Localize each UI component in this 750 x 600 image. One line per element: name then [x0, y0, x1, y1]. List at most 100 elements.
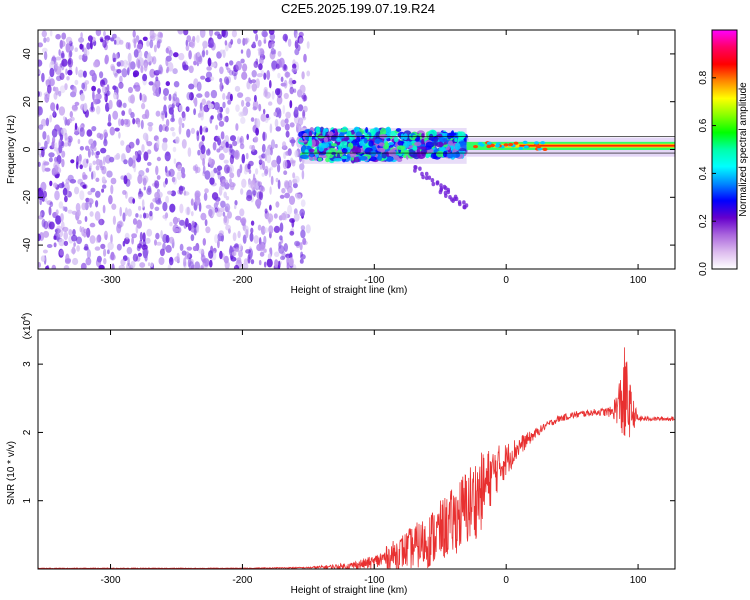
line-core — [519, 144, 675, 147]
noise-blob — [299, 37, 303, 45]
noise-blob — [127, 208, 132, 217]
noise-blob — [38, 146, 41, 156]
noise-blob — [67, 174, 74, 182]
noise-blob — [168, 107, 174, 115]
noise-blob — [178, 117, 183, 126]
noise-blob — [142, 36, 148, 41]
noise-blob — [263, 36, 267, 44]
noise-blob — [162, 137, 168, 143]
signal-blob — [416, 151, 426, 160]
signal-tail-blob — [424, 175, 429, 181]
noise-blob — [261, 153, 266, 159]
noise-blob — [282, 33, 288, 42]
noise-blob — [181, 172, 186, 179]
noise-blob — [192, 165, 197, 172]
line-blob — [536, 145, 542, 149]
noise-blob — [112, 215, 116, 225]
noise-blob — [262, 160, 265, 171]
noise-blob — [145, 167, 150, 173]
noise-blob — [165, 119, 170, 127]
noise-blob — [126, 246, 133, 255]
noise-blob — [234, 200, 238, 206]
p1-ytick-label: 20 — [22, 96, 33, 108]
noise-blob — [58, 183, 65, 189]
noise-blob — [155, 232, 160, 240]
noise-blob — [64, 195, 68, 203]
noise-blob — [65, 43, 71, 53]
noise-blob — [122, 255, 128, 262]
noise-blob — [154, 180, 160, 189]
noise-blob — [219, 207, 225, 213]
noise-blob — [49, 114, 52, 123]
noise-blob — [79, 190, 85, 201]
noise-blob — [38, 161, 41, 167]
noise-blob — [173, 158, 177, 165]
noise-blob — [111, 203, 117, 210]
noise-blob — [137, 59, 141, 69]
noise-blob — [45, 117, 50, 127]
noise-blob — [278, 57, 285, 68]
signal-tail-blob — [413, 168, 417, 173]
noise-blob — [294, 150, 299, 158]
noise-blob — [246, 48, 251, 58]
signal-blob — [299, 154, 309, 159]
noise-blob — [64, 258, 71, 265]
noise-blob — [270, 139, 276, 150]
noise-blob — [237, 230, 241, 239]
signal-blob — [433, 138, 439, 143]
noise-blob — [174, 256, 181, 262]
noise-blob — [240, 188, 244, 195]
noise-blob — [164, 177, 168, 185]
noise-blob — [289, 100, 293, 109]
noise-blob — [72, 257, 79, 266]
signal-blob — [370, 150, 377, 157]
noise-blob — [63, 240, 69, 246]
noise-blob — [62, 116, 66, 121]
line-blob — [534, 141, 539, 145]
noise-blob — [277, 72, 281, 79]
noise-blob — [268, 30, 275, 35]
noise-blob — [301, 169, 305, 180]
signal-blob — [325, 157, 330, 163]
noise-blob — [193, 227, 197, 236]
noise-blob — [253, 94, 257, 103]
noise-blob — [136, 43, 143, 50]
noise-blob — [112, 33, 117, 39]
noise-blob — [209, 30, 213, 37]
noise-blob — [91, 85, 96, 92]
noise-blob — [158, 124, 163, 133]
p1-xtick-label: -200 — [232, 275, 252, 286]
noise-blob — [147, 262, 151, 267]
noise-blob — [222, 92, 226, 101]
signal-blob — [446, 152, 454, 159]
noise-blob — [258, 103, 262, 112]
noise-blob — [198, 202, 202, 212]
noise-blob — [253, 30, 258, 34]
noise-blob — [263, 227, 269, 234]
signal-blob — [355, 131, 362, 137]
noise-blob — [137, 252, 142, 257]
noise-blob — [68, 44, 74, 52]
noise-blob — [131, 236, 135, 245]
noise-blob — [146, 228, 153, 237]
noise-blob — [142, 177, 147, 186]
noise-blob — [84, 145, 90, 151]
noise-blob — [142, 232, 146, 242]
noise-blob — [39, 198, 42, 205]
p2-ytick-label: 1 — [22, 497, 33, 503]
noise-blob — [268, 167, 272, 178]
signal-tail-blob — [418, 166, 422, 171]
signal-blob — [331, 143, 338, 147]
colorbar-tick-label: 0.6 — [698, 118, 709, 132]
noise-blob — [123, 175, 128, 185]
line-blob — [513, 141, 519, 145]
noise-blob — [149, 210, 153, 217]
signal-tail-blob — [462, 200, 466, 205]
signal-blob — [448, 140, 453, 146]
noise-blob — [75, 66, 78, 76]
signal-tail-blob — [424, 171, 429, 177]
noise-blob — [110, 177, 117, 185]
noise-blob — [104, 95, 107, 101]
noise-blob — [202, 40, 209, 48]
noise-blob — [224, 40, 228, 46]
